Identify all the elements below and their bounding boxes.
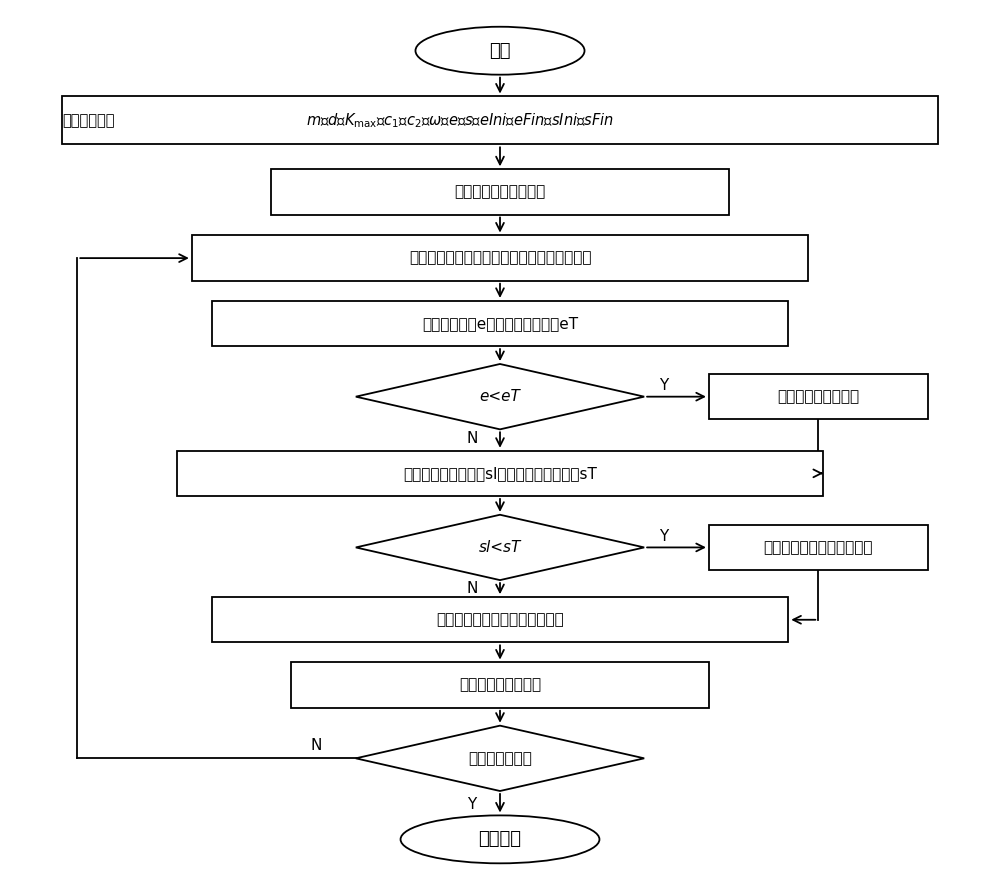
Ellipse shape <box>415 26 585 75</box>
Text: Y: Y <box>659 529 669 544</box>
Text: N: N <box>310 738 322 752</box>
Bar <box>709 524 928 570</box>
Text: N: N <box>466 431 478 446</box>
Bar <box>271 169 729 215</box>
Text: N: N <box>466 581 478 596</box>
Text: 输出结果: 输出结果 <box>479 831 522 848</box>
Text: 粒子位置和速度变异: 粒子位置和速度变异 <box>777 389 859 404</box>
Bar <box>192 235 808 281</box>
Bar <box>212 301 788 346</box>
Text: sl<sT: sl<sT <box>479 540 521 555</box>
Polygon shape <box>356 515 644 580</box>
Text: 初始化参数：: 初始化参数： <box>62 113 115 128</box>
Text: 计算相邻粒子相似度sl以及粒子相似度阈值sT: 计算相邻粒子相似度sl以及粒子相似度阈值sT <box>403 466 597 481</box>
Text: Y: Y <box>468 796 477 811</box>
Text: 计算粒子能量e以及粒子能量阈值eT: 计算粒子能量e以及粒子能量阈值eT <box>422 316 578 331</box>
Text: 较差粒子历史最优位置变异: 较差粒子历史最优位置变异 <box>763 540 873 555</box>
Polygon shape <box>356 364 644 430</box>
Text: 引入贪心搜索策略搜索粒子邻域: 引入贪心搜索策略搜索粒子邻域 <box>436 612 564 627</box>
Text: 达到终止条件？: 达到终止条件？ <box>468 751 532 766</box>
Text: 计算粒子适应度、个体最优解以及全局最优解: 计算粒子适应度、个体最优解以及全局最优解 <box>409 251 591 266</box>
Text: $m$、$d$、$K_{\rm max}$、$c_1$、$c_2$、$\omega$、$e$、$s$、$\mathit{eIni}$、$\mathit{eFin: $m$、$d$、$K_{\rm max}$、$c_1$、$c_2$、$\omeg… <box>306 111 614 130</box>
Text: 混沌公式生成初始种群: 混沌公式生成初始种群 <box>454 184 546 199</box>
Text: Y: Y <box>659 378 669 393</box>
Bar <box>62 96 938 145</box>
Text: e<eT: e<eT <box>480 389 520 404</box>
Bar <box>212 597 788 643</box>
Text: 开始: 开始 <box>489 42 511 60</box>
Bar <box>291 662 709 708</box>
Text: 更新粒子位置和速度: 更新粒子位置和速度 <box>459 678 541 693</box>
Bar <box>709 374 928 419</box>
Polygon shape <box>356 725 644 791</box>
Bar <box>177 451 823 496</box>
Ellipse shape <box>401 816 599 863</box>
